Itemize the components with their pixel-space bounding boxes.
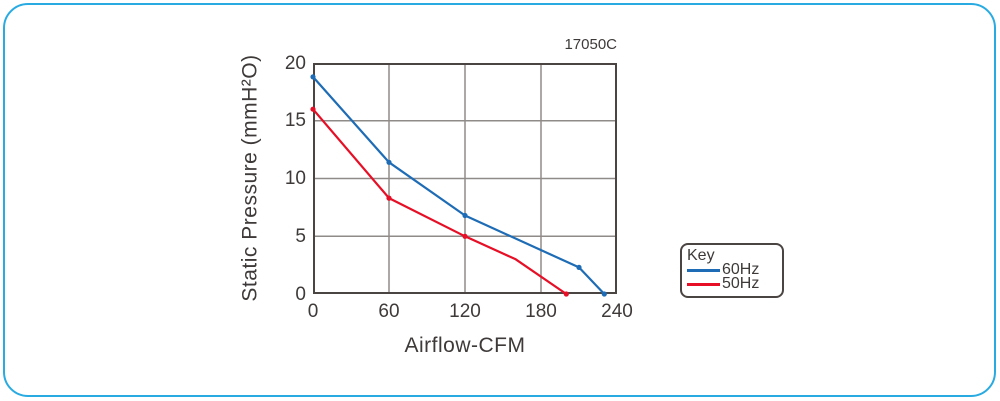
chart-model-label: 17050C bbox=[564, 36, 617, 53]
legend-item: 50Hz bbox=[687, 275, 777, 292]
y-axis-title: Static Pressure (mmH²O) bbox=[238, 54, 262, 302]
series-marker-50hz bbox=[563, 291, 569, 297]
series-marker-50hz bbox=[386, 195, 392, 201]
series-marker-60hz bbox=[601, 291, 607, 297]
series-marker-50hz bbox=[310, 106, 316, 112]
x-axis-title: Airflow-CFM bbox=[404, 334, 526, 357]
y-tick-label: 15 bbox=[284, 110, 306, 132]
legend-items: 60Hz 50Hz bbox=[687, 261, 777, 292]
x-tick-label: 180 bbox=[525, 301, 557, 322]
y-tick-label: 5 bbox=[295, 225, 306, 247]
series-line-50hz bbox=[311, 108, 568, 296]
series-marker-50hz bbox=[462, 233, 468, 239]
series-marker-60hz bbox=[576, 264, 582, 270]
x-tick-label: 0 bbox=[307, 301, 319, 322]
x-tick-label: 120 bbox=[449, 301, 481, 322]
legend-title: Key bbox=[687, 247, 715, 264]
legend-item-label: 50Hz bbox=[722, 275, 760, 292]
y-tick-label: 0 bbox=[295, 283, 306, 305]
series-marker-60hz bbox=[310, 74, 316, 80]
y-tick-label: 20 bbox=[284, 52, 306, 74]
y-tick-label: 10 bbox=[284, 168, 306, 189]
legend-line-60hz bbox=[687, 268, 720, 272]
plot-svg bbox=[310, 63, 617, 297]
plot-border bbox=[313, 63, 617, 294]
x-tick-label: 60 bbox=[378, 301, 400, 322]
legend-line-50hz bbox=[687, 282, 720, 286]
series-marker-60hz bbox=[386, 159, 392, 165]
legend-item-label: 60Hz bbox=[722, 261, 760, 278]
legend-box: Key 60Hz 50Hz bbox=[680, 243, 784, 298]
x-tick-label: 240 bbox=[601, 301, 633, 322]
series-line-60hz bbox=[311, 75, 606, 296]
legend-item: 60Hz bbox=[687, 261, 777, 278]
series-marker-60hz bbox=[462, 212, 468, 219]
